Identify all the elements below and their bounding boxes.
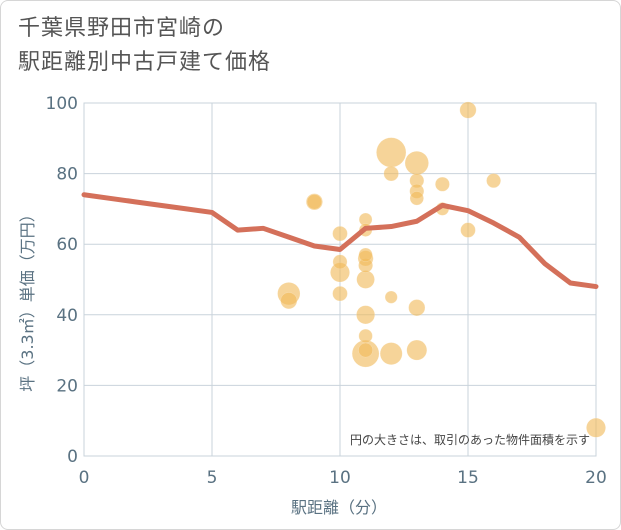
y-axis-title: 坪（3.3㎡）単価（万円） (18, 206, 37, 391)
y-tick-label: 0 (67, 447, 78, 467)
data-point (486, 173, 501, 189)
data-point (409, 191, 424, 206)
data-point (406, 339, 428, 361)
data-point (332, 225, 348, 242)
data-point (356, 305, 376, 325)
x-tick-label: 15 (457, 468, 479, 488)
data-point (383, 165, 399, 182)
chart-title-line-1: 千葉県野田市宮崎の (18, 16, 226, 41)
data-point (358, 247, 373, 262)
data-point (460, 222, 476, 238)
y-tick-label: 100 (46, 94, 78, 114)
data-point (358, 342, 373, 358)
x-tick-label: 20 (585, 468, 607, 488)
x-axis-title: 駅距離（分） (291, 498, 387, 517)
data-point (376, 137, 407, 168)
y-tick-label: 60 (56, 235, 78, 255)
x-tick-label: 10 (329, 468, 351, 488)
data-point (586, 417, 606, 438)
data-point (280, 292, 298, 310)
data-point (459, 101, 477, 119)
grid-layer (83, 102, 597, 457)
x-tick-label: 5 (207, 468, 218, 488)
data-point (435, 176, 450, 192)
chart-title-line-2: 駅距離別中古戸建て価格 (18, 50, 272, 75)
data-point (379, 342, 403, 365)
data-point (306, 194, 323, 210)
data-point (358, 328, 373, 344)
x-tick-label: 0 (79, 468, 90, 488)
chart-title: 千葉県野田市宮崎の 駅距離別中古戸建て価格 (18, 12, 271, 80)
data-point (332, 285, 348, 302)
y-tick-label: 20 (56, 376, 78, 396)
data-point (384, 290, 398, 304)
data-point (404, 150, 429, 176)
y-tick-label: 40 (56, 306, 78, 326)
data-point (408, 299, 426, 317)
y-tick-label: 80 (56, 165, 78, 185)
trend-line (81, 192, 599, 290)
data-point (332, 254, 348, 270)
tick-layer: 0 5 10 15 20 0 20 40 60 80 100 (46, 94, 607, 488)
size-note: 円の大きさは、取引のあった物件面積を示す (350, 432, 590, 447)
data-point (356, 270, 375, 289)
